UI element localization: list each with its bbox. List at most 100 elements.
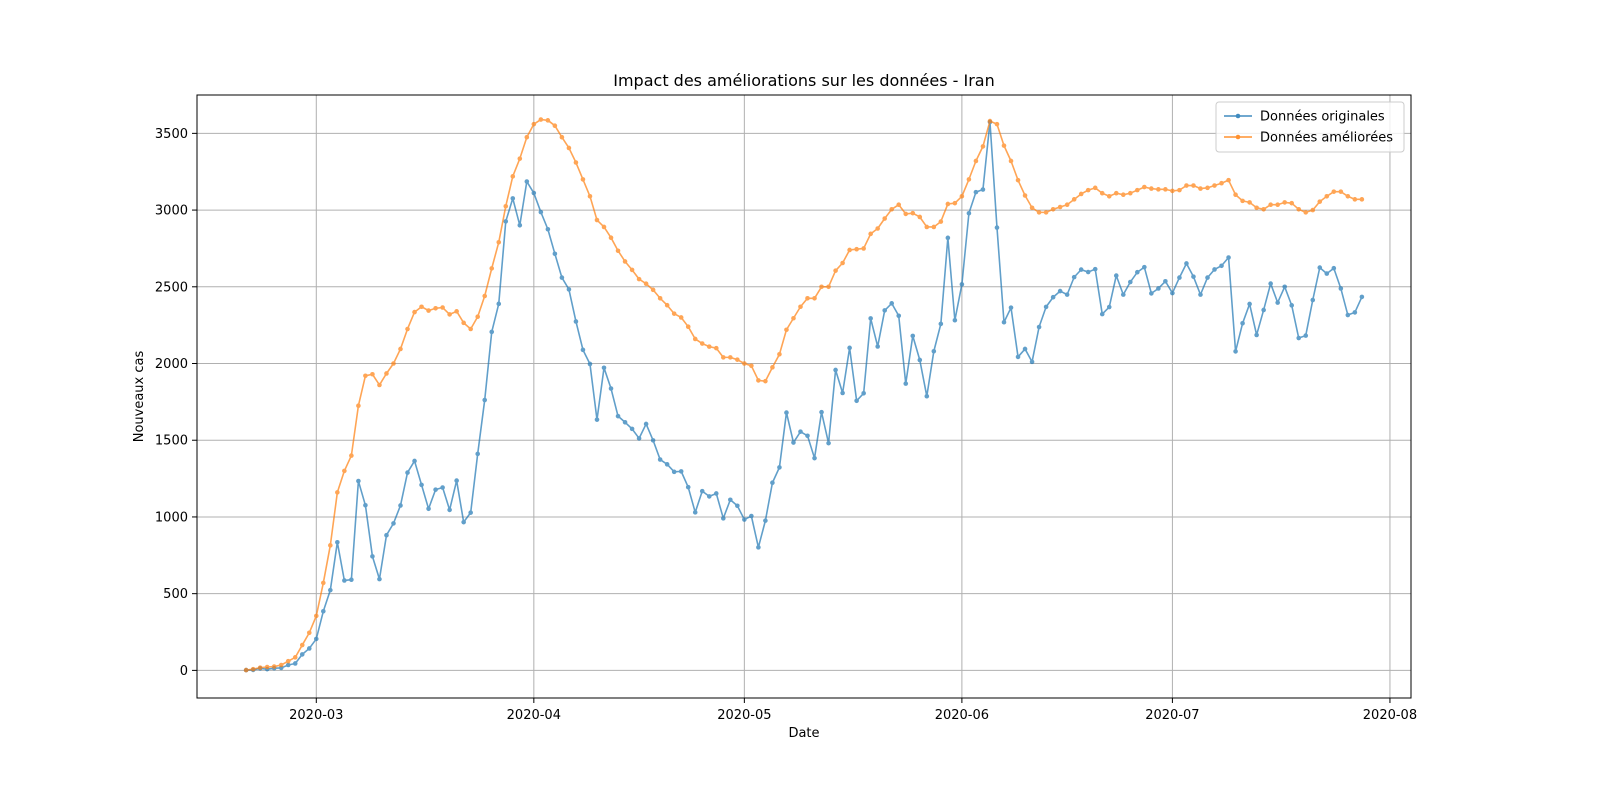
data-point [349, 577, 354, 582]
data-point [629, 267, 635, 273]
data-point [882, 308, 887, 313]
data-point [854, 398, 859, 404]
data-point [587, 193, 593, 199]
legend: Données originales Données améliorées [1215, 101, 1405, 153]
data-point [461, 519, 466, 525]
data-point [973, 158, 979, 164]
data-point [643, 281, 649, 287]
data-point [391, 361, 396, 366]
data-point [1156, 187, 1161, 192]
data-point [1289, 303, 1295, 308]
data-point [657, 457, 663, 462]
data-point [468, 326, 473, 332]
data-point [1085, 187, 1091, 193]
data-point [433, 487, 438, 492]
data-point [292, 661, 298, 666]
data-point [447, 312, 452, 317]
data-point [1331, 189, 1337, 194]
data-point [868, 231, 873, 237]
data-point [1212, 183, 1217, 188]
data-point [1247, 200, 1252, 205]
data-point [629, 426, 635, 432]
data-point [503, 203, 509, 209]
data-point [510, 174, 516, 179]
y-tick-label: 3500 [155, 127, 188, 142]
data-point [426, 308, 431, 313]
data-point [454, 309, 459, 314]
data-point [1163, 187, 1168, 192]
data-point [363, 502, 368, 508]
data-point [721, 355, 726, 360]
data-point [1205, 185, 1210, 191]
data-point [1071, 274, 1077, 280]
y-tick-label: 1500 [155, 434, 188, 449]
data-point [1001, 143, 1007, 148]
data-point [798, 304, 803, 310]
data-point [573, 319, 579, 324]
data-point [356, 478, 361, 484]
data-point [777, 352, 782, 357]
data-point [1106, 304, 1112, 310]
data-point [1359, 197, 1365, 202]
data-point [328, 587, 333, 593]
data-point [1078, 191, 1084, 197]
data-point [1275, 202, 1280, 208]
data-point [770, 480, 775, 486]
data-point [489, 329, 495, 335]
data-point [524, 134, 530, 140]
data-point [728, 355, 733, 360]
data-point [377, 576, 382, 582]
data-point [812, 455, 817, 461]
data-point [685, 484, 691, 490]
data-point [812, 296, 817, 301]
data-point [854, 246, 859, 252]
data-point [875, 344, 880, 349]
data-point [313, 613, 319, 619]
data-point [1029, 359, 1035, 365]
legend-swatch-marker [1235, 113, 1241, 119]
data-point [461, 320, 466, 326]
data-point [819, 284, 824, 290]
data-point [840, 390, 845, 396]
data-point [910, 210, 916, 216]
data-point [601, 365, 607, 371]
data-point [468, 510, 473, 515]
data-point [861, 390, 866, 396]
data-point [1022, 346, 1028, 352]
data-point [1296, 335, 1302, 341]
data-point [285, 658, 291, 664]
data-point [931, 224, 937, 230]
data-point [370, 554, 375, 559]
data-point [412, 309, 417, 315]
data-point [791, 315, 796, 321]
data-point [1205, 275, 1210, 280]
data-point [580, 177, 586, 182]
data-point [1177, 187, 1182, 193]
data-point [805, 296, 810, 301]
chart-title: Impact des améliorations sur les données… [613, 71, 995, 90]
data-point [861, 246, 866, 251]
data-point [1092, 185, 1098, 191]
data-point [678, 469, 684, 474]
data-point [1135, 269, 1140, 275]
data-point [1233, 192, 1238, 198]
series-line [246, 121, 1363, 671]
data-point [1050, 207, 1056, 212]
legend-swatch-marker [1235, 134, 1241, 140]
data-point [292, 655, 298, 660]
data-point [538, 117, 544, 122]
data-point [917, 214, 923, 220]
data-point [1184, 261, 1189, 266]
data-point [313, 636, 319, 642]
data-point [566, 287, 572, 292]
data-point [728, 497, 733, 503]
data-point [692, 510, 698, 515]
data-point [1345, 312, 1351, 318]
data-point [440, 305, 445, 310]
data-point [412, 458, 417, 464]
data-point [713, 491, 719, 496]
x-axis-ticks: 2020-03 2020-04 2020-05 2020-06 2020-07 2020-… [289, 698, 1417, 723]
data-point [1142, 184, 1147, 190]
data-point [454, 478, 459, 483]
data-point [496, 240, 502, 245]
